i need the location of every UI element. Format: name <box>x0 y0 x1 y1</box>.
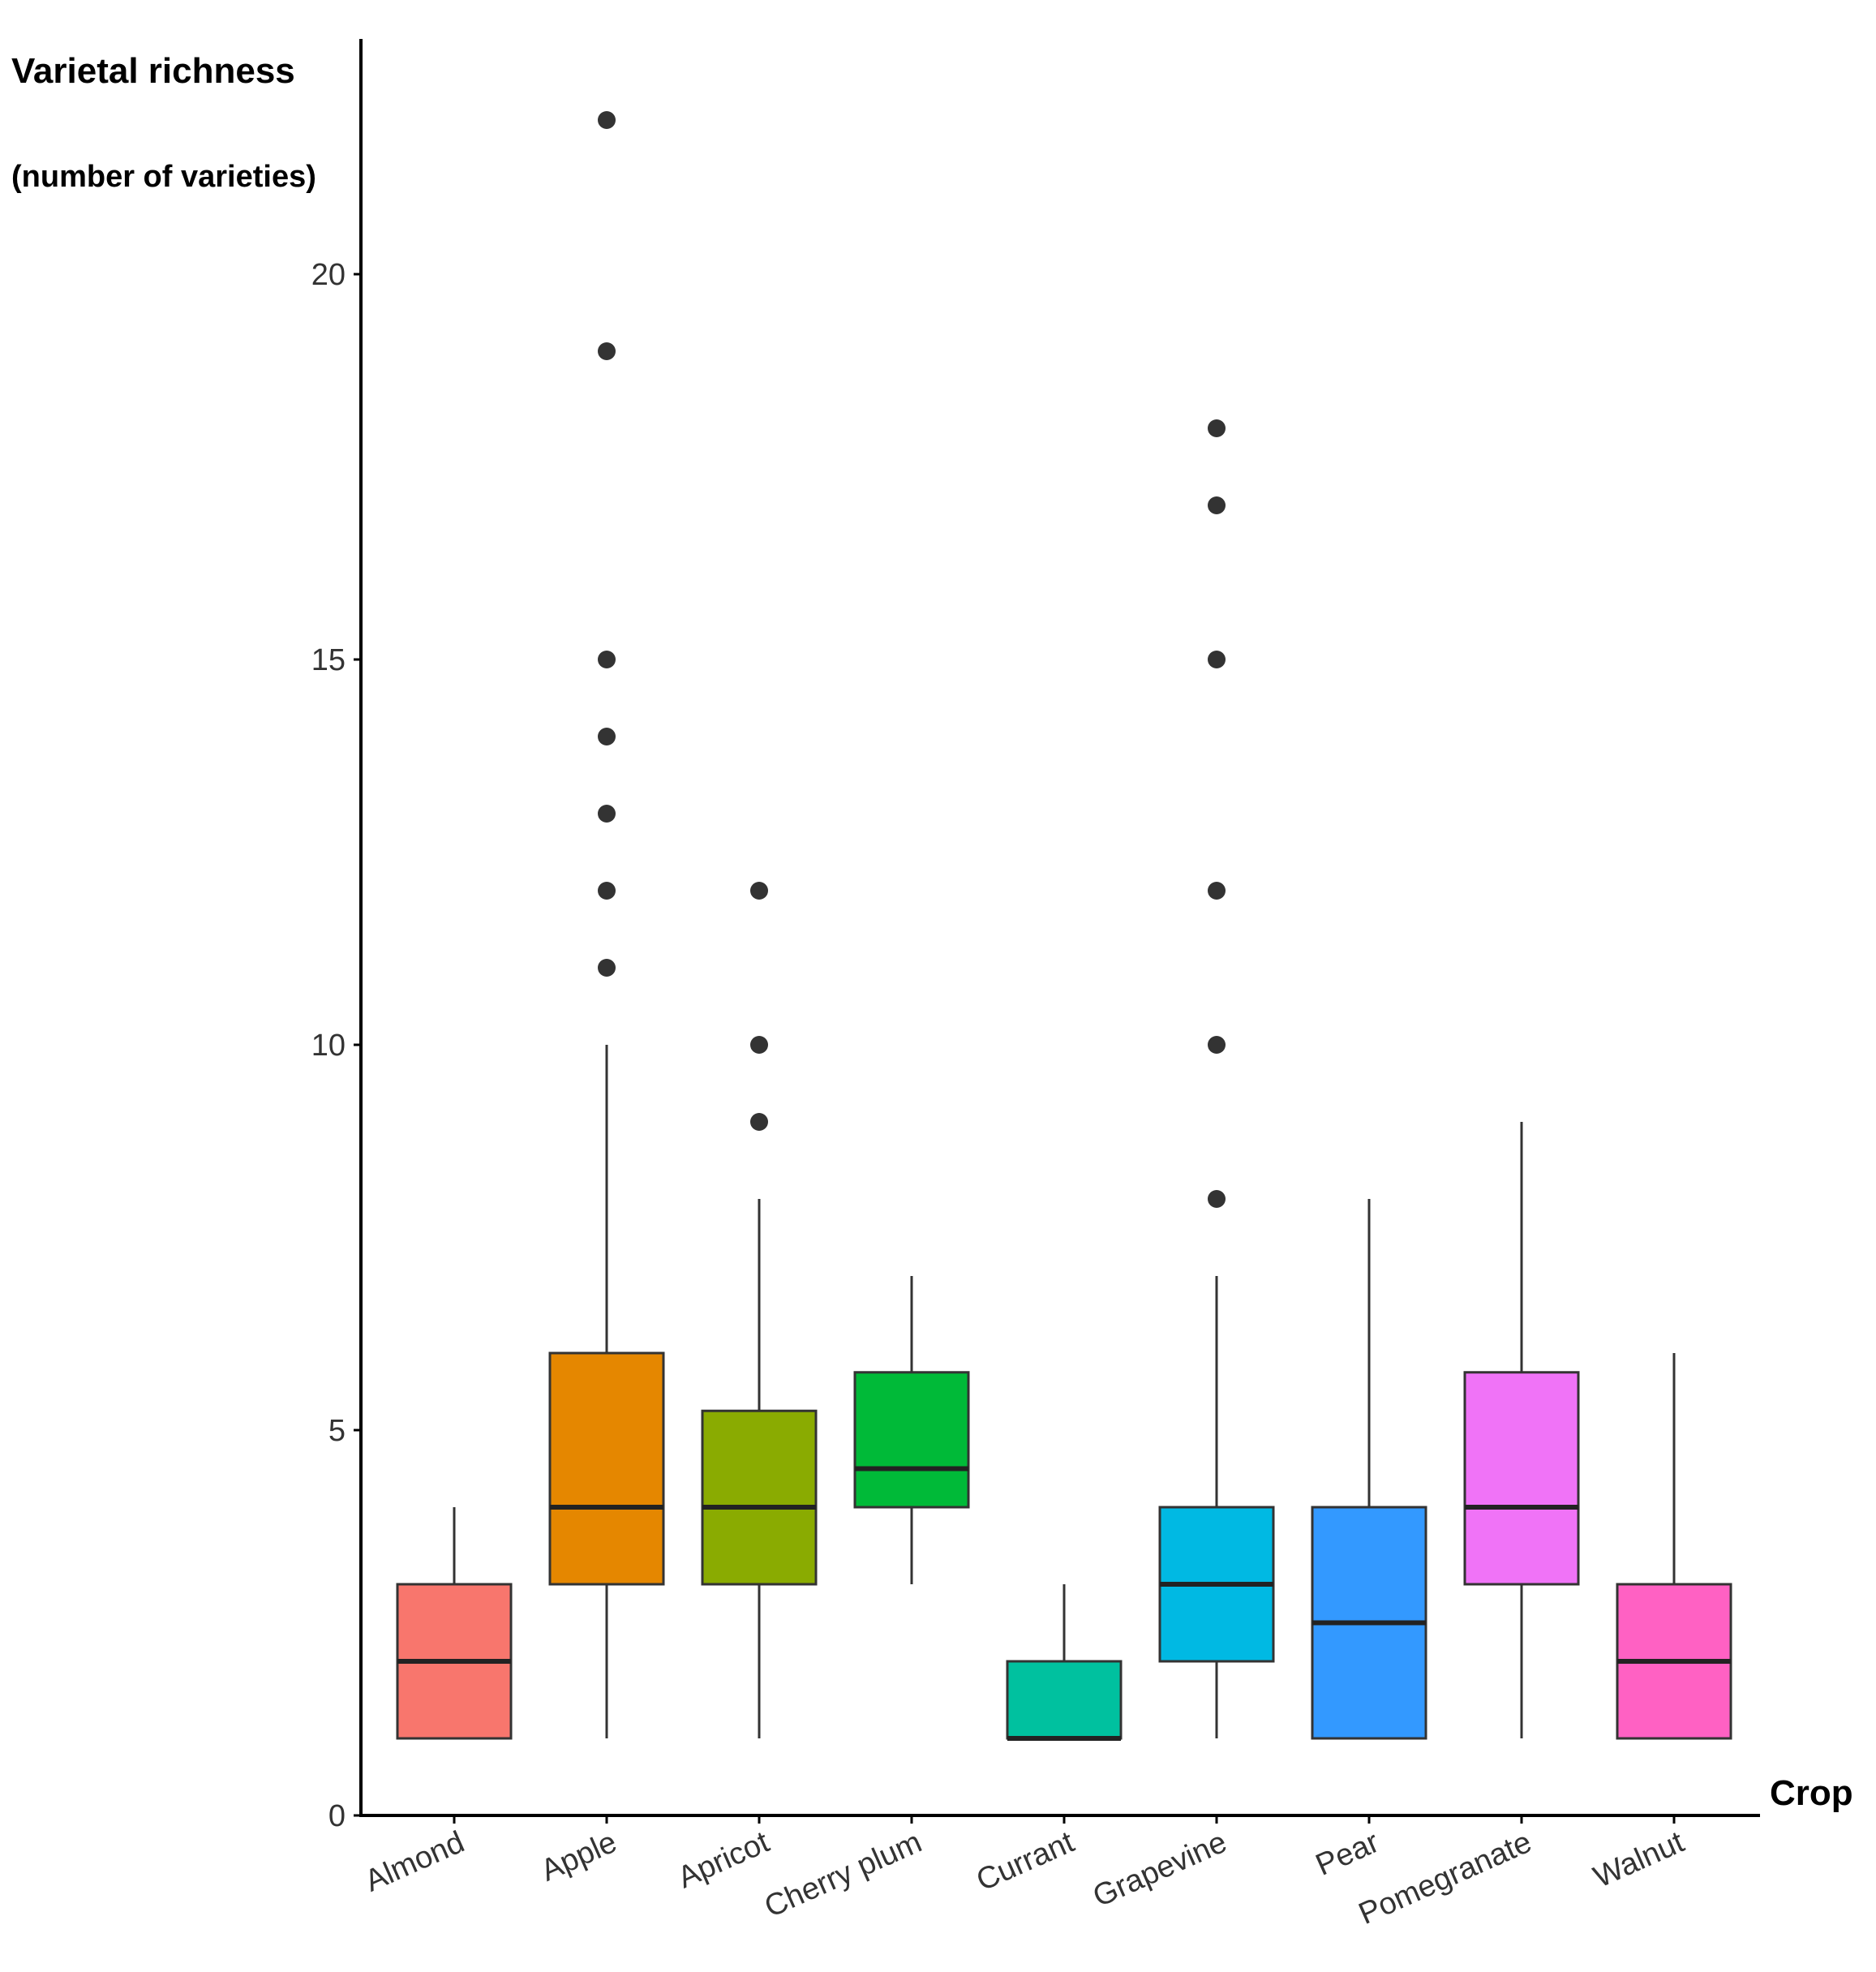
x-tick-label: Apple <box>536 1825 622 1888</box>
outlier-point <box>1208 651 1226 668</box>
y-tick-label: 15 <box>311 643 346 677</box>
box-group <box>548 111 665 1738</box>
box-rect <box>548 1351 665 1586</box>
box-group <box>396 1507 513 1740</box>
x-tick-label: Pear <box>1311 1825 1384 1883</box>
box-rect <box>1006 1660 1123 1740</box>
outlier-point <box>1208 1036 1226 1054</box>
box-group <box>1006 1584 1123 1741</box>
outlier-point <box>598 728 616 745</box>
box-group <box>1311 1199 1427 1740</box>
box-group <box>1158 419 1275 1738</box>
box-rect <box>853 1371 970 1509</box>
y-tick-label: 20 <box>311 258 346 292</box>
x-tick-label: Almond <box>360 1825 470 1899</box>
outlier-point <box>598 651 616 668</box>
outlier-point <box>598 805 616 823</box>
x-tick-label: Cherry plum <box>760 1825 927 1925</box>
outlier-point <box>1208 496 1226 514</box>
x-tick-label: Currant <box>972 1825 1080 1898</box>
outlier-point <box>598 882 616 900</box>
box-rect <box>701 1409 818 1586</box>
boxes <box>396 111 1732 1741</box>
outlier-point <box>598 111 616 129</box>
box-group <box>1463 1122 1580 1738</box>
y-tick-label: 0 <box>328 1799 346 1833</box>
outlier-point <box>598 342 616 360</box>
box-rect <box>1463 1371 1580 1586</box>
outlier-point <box>750 1036 768 1054</box>
box-group <box>701 882 818 1738</box>
outlier-point <box>1208 882 1226 900</box>
outlier-point <box>1208 419 1226 437</box>
box-group <box>1616 1353 1732 1740</box>
y-tick-label: 5 <box>328 1414 346 1448</box>
outlier-point <box>750 882 768 900</box>
x-axis-title: Crop <box>1770 1773 1853 1813</box>
y-axis-subtitle: (number of varieties) <box>11 160 316 194</box>
outlier-point <box>1208 1190 1226 1208</box>
y-tick-label: 10 <box>311 1029 346 1063</box>
outlier-point <box>750 1113 768 1131</box>
x-tick-label: Walnut <box>1589 1825 1689 1895</box>
x-tick-label: Grapevine <box>1088 1825 1231 1914</box>
y-axis-title: Varietal richness <box>11 51 295 91</box>
outlier-point <box>598 959 616 977</box>
x-tick-label: Apricot <box>673 1825 775 1896</box>
x-tick-label: Pomegranate <box>1354 1825 1537 1931</box>
box-group <box>853 1276 970 1584</box>
